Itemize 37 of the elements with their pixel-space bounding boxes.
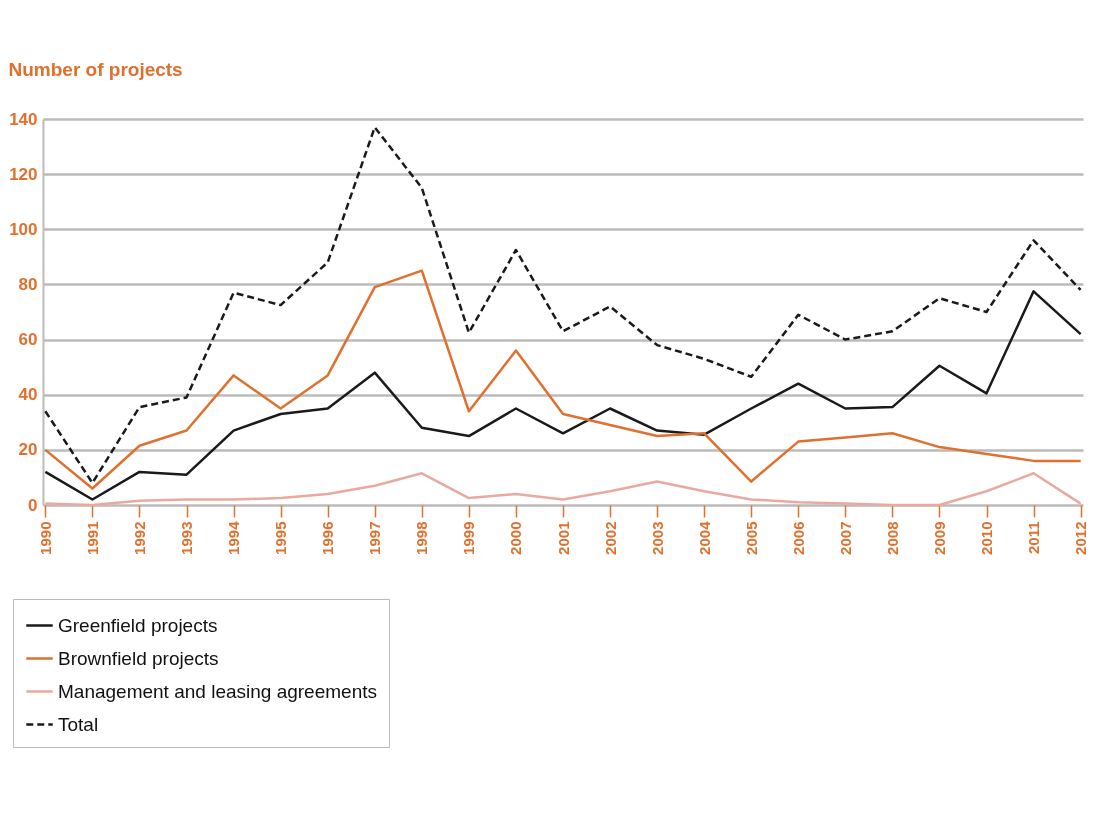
x-tick-label: 2012 bbox=[1072, 521, 1090, 555]
y-tick-label: 20 bbox=[18, 440, 38, 460]
line-series bbox=[44, 126, 1082, 485]
x-tick-label: 2009 bbox=[930, 521, 948, 555]
x-tick-label: 1991 bbox=[83, 521, 101, 555]
x-tick-label: 1999 bbox=[460, 521, 478, 555]
legend-label: Greenfield projects bbox=[58, 614, 218, 636]
x-tick-label: 2010 bbox=[978, 521, 996, 555]
legend-label: Management and leasing agreements bbox=[58, 680, 377, 702]
x-tick-label: 1996 bbox=[319, 521, 337, 555]
x-tick-label: 2011 bbox=[1025, 521, 1043, 555]
x-tick-label: 1990 bbox=[36, 521, 54, 555]
y-tick-label: 40 bbox=[18, 385, 38, 405]
y-tick-label: 140 bbox=[9, 109, 38, 129]
y-tick-label: 100 bbox=[9, 219, 38, 239]
x-tick-label: 1997 bbox=[366, 521, 384, 555]
x-tick-label: 2008 bbox=[883, 521, 901, 555]
x-tick-label: 2005 bbox=[742, 521, 760, 555]
y-tick-label: 120 bbox=[9, 164, 38, 184]
legend-label: Total bbox=[58, 713, 99, 735]
legend-label: Brownfield projects bbox=[58, 647, 219, 669]
x-tick-label: 2003 bbox=[648, 521, 666, 555]
x-tick-label: 1992 bbox=[130, 521, 148, 555]
x-tick-label: 2002 bbox=[601, 521, 619, 555]
y-tick-label: 80 bbox=[18, 274, 38, 294]
x-tick-label: 1993 bbox=[178, 521, 196, 555]
y-axis-title: Number of projects bbox=[8, 58, 183, 80]
x-tick-label: 1995 bbox=[272, 521, 290, 555]
x-tick-label: 1994 bbox=[225, 520, 243, 555]
x-tick-label: 2001 bbox=[554, 521, 572, 555]
x-tick-label: 2007 bbox=[836, 521, 854, 555]
y-tick-label: 60 bbox=[18, 330, 38, 350]
x-tick-label: 2000 bbox=[507, 521, 525, 555]
x-tick-label: 2006 bbox=[789, 521, 807, 555]
x-tick-label: 2004 bbox=[695, 520, 713, 555]
y-tick-label: 0 bbox=[28, 495, 38, 515]
x-tick-label: 1998 bbox=[413, 521, 431, 555]
